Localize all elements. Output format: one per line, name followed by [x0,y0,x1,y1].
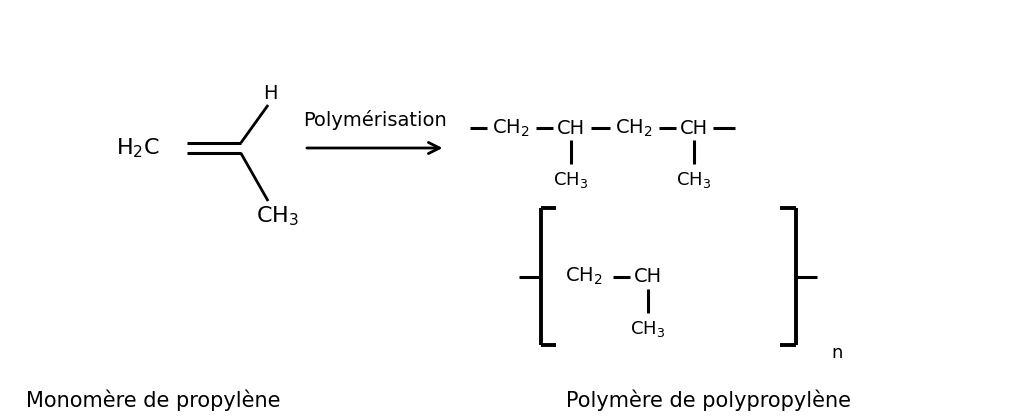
Text: CH$_3$: CH$_3$ [256,204,299,228]
Text: CH: CH [557,118,585,137]
Text: CH$_3$: CH$_3$ [553,170,589,190]
Text: CH$_3$: CH$_3$ [676,170,712,190]
Text: n: n [831,344,843,362]
Text: Monomère de propylène: Monomère de propylène [26,389,281,411]
Text: H$_2$C: H$_2$C [116,136,160,160]
Text: H: H [263,84,278,102]
Text: CH$_2$: CH$_2$ [614,117,652,139]
Text: CH: CH [634,267,663,286]
Text: Polymère de polypropylène: Polymère de polypropylène [566,389,851,411]
Text: CH$_2$: CH$_2$ [565,266,602,287]
Text: Polymérisation: Polymérisation [303,110,446,130]
Text: CH$_3$: CH$_3$ [631,318,666,339]
Text: CH: CH [680,118,708,137]
Text: CH$_2$: CH$_2$ [492,117,529,139]
